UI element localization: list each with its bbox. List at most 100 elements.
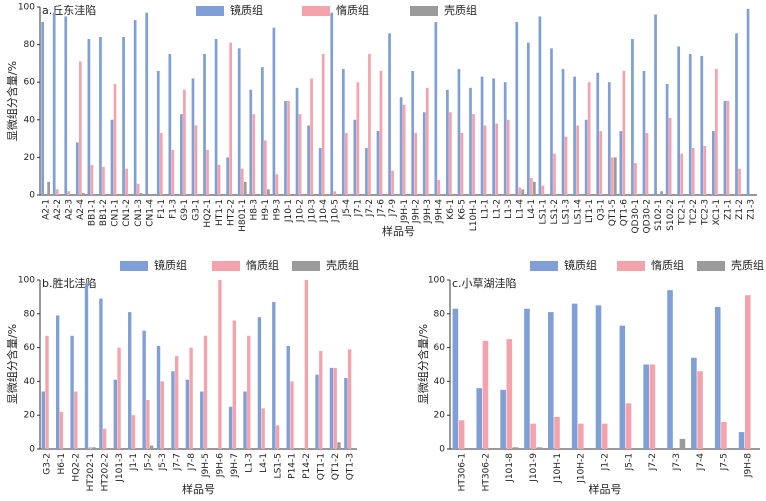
bar [526,42,530,195]
bar [691,357,697,449]
bar [88,447,92,449]
bar [625,403,632,449]
bar [391,170,394,195]
bar [47,181,50,195]
bar [257,317,262,449]
bar [131,415,136,449]
bar [744,295,751,449]
bar [146,399,150,449]
y-tick-label: 0 [439,445,445,455]
x-tick-label: BB1-2 [99,199,109,226]
bar [344,378,348,449]
bar [206,149,209,195]
bar [275,425,280,449]
x-tick-label: QT1-5 [608,199,618,226]
y-tick-label: 40 [24,377,36,387]
bar [703,146,707,195]
bar [125,168,128,195]
x-tick-label: TC2-2 [689,199,699,226]
bar [643,364,649,449]
x-tick-label: G3-2 [43,453,53,475]
bar [667,290,673,449]
bar [252,114,256,195]
bar [203,335,208,449]
bar [379,70,383,195]
x-tick-label: J9H-2 [411,199,421,224]
x-tick-label: L1-3 [504,199,514,219]
bar [691,148,695,195]
bar [446,89,449,195]
x-tick-label: J7-9 [388,199,398,218]
bar [102,166,105,195]
x-tick-label: G9-1 [180,199,190,221]
x-tick-label: LS1-5 [273,453,283,478]
x-tick-label: J9H-5 [201,453,211,478]
x-tick-label: CN1-2 [122,199,132,227]
legend-label: 镜质组 [230,3,263,17]
bar [518,187,522,195]
bar [321,54,325,195]
legend-label: 惰质组 [336,3,369,17]
x-tick-label: G3-1 [192,199,202,221]
x-tick-label: A2-1 [41,199,51,220]
legend-swatch [530,261,558,271]
x-tick-label: Z1-2 [735,199,745,220]
y-axis-label: 显微组分含量/% [5,324,19,404]
x-tick-label: TC2-1 [677,199,687,226]
x-tick-label: K6-5 [458,199,468,220]
bar [402,104,406,195]
bar [260,67,264,195]
bar [457,69,461,195]
x-tick-label: Z1-1 [724,199,734,220]
bar [298,114,302,195]
bar [458,420,465,449]
x-tick-label: LS1-4 [573,199,583,225]
bar [561,69,565,195]
bar [70,335,74,449]
bar [469,87,472,195]
bar [411,70,415,195]
y-tick-label: 20 [24,153,36,163]
x-tick-label: J7-4 [696,453,706,472]
y-tick-label: 100 [18,3,35,13]
bar [610,157,614,195]
bar [554,416,560,449]
bar [437,179,441,195]
bar [344,132,348,195]
x-tick-label: J9H-1 [400,199,410,224]
x-tick-label: H8-3 [249,199,259,220]
bar [506,119,510,195]
bar [81,193,85,195]
legend-swatch [617,261,645,271]
x-tick-label: J10H-2 [577,453,587,484]
bar [275,174,279,195]
bar [102,428,107,449]
legend-label: 镜质组 [154,258,187,272]
bar [45,335,49,449]
bar [503,82,507,195]
x-tick-label: J7-5 [720,453,730,471]
bar [180,114,183,195]
bar [295,87,299,195]
bar [665,84,669,195]
x-tick-label: J7-6 [377,199,387,218]
chart-title: a.丘东洼陷 [42,3,96,17]
bar [318,148,322,195]
x-tick-label: HQ2-1 [203,199,213,228]
bar [495,123,499,195]
bar [228,406,233,449]
bar [128,312,132,449]
bar [226,157,230,195]
bar [500,389,506,449]
bar [329,367,334,449]
bar [506,339,513,449]
bar [142,330,146,449]
bar [738,168,741,195]
bar [388,33,391,195]
x-axis-label: 样品号 [182,482,215,496]
bar [229,42,233,195]
bar [595,305,602,449]
y-tick-label: 100 [18,276,35,286]
y-tick-label: 80 [24,40,36,50]
